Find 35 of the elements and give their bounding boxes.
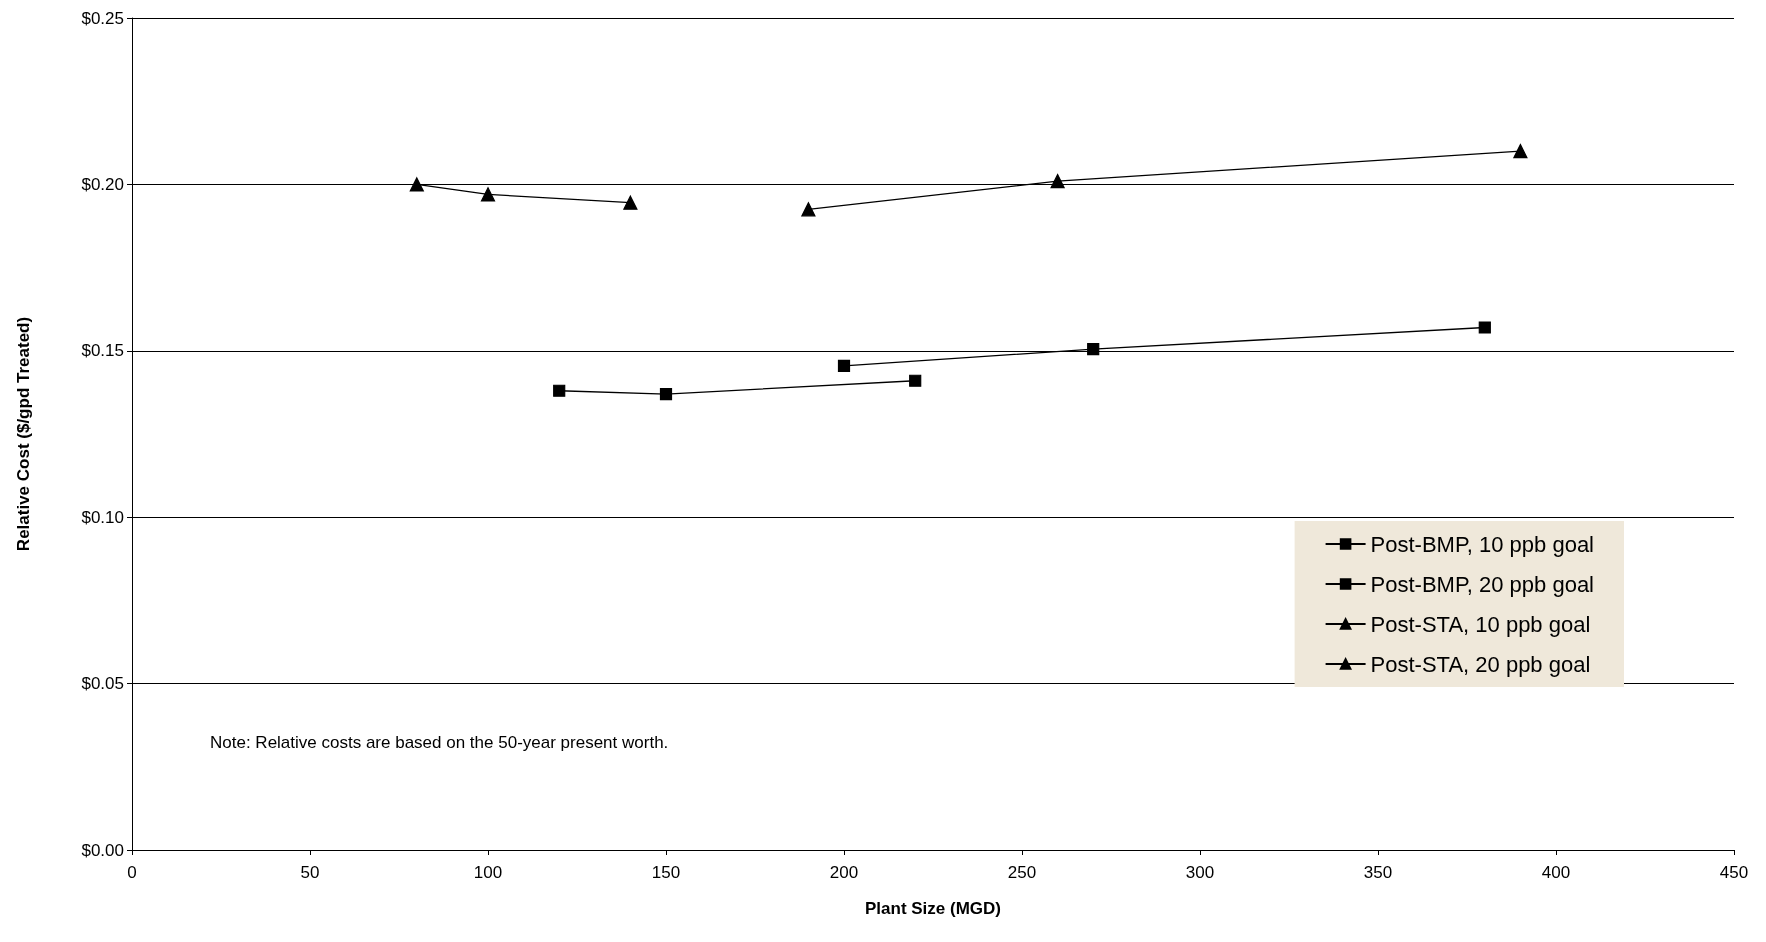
point — [801, 202, 816, 217]
point — [409, 177, 424, 192]
x-tick-label: 450 — [1719, 863, 1749, 882]
point — [1087, 343, 1100, 356]
point — [1050, 173, 1065, 189]
y-tick-label: $0.10 — [81, 507, 124, 527]
point — [1513, 144, 1528, 159]
legend-label: Post-STA, 10 ppb goal — [1370, 611, 1591, 637]
legend-label: Post-STA, 20 ppb goal — [1370, 651, 1591, 677]
point — [1478, 321, 1491, 334]
x-tick-label: 250 — [1007, 863, 1037, 882]
point — [659, 387, 673, 401]
point — [480, 187, 496, 202]
x-axis-title: Plant Size (MGD) — [864, 899, 1002, 918]
point — [623, 195, 638, 210]
legend-label: Post-BMP, 10 ppb goal — [1370, 531, 1594, 557]
y-tick-label: $0.20 — [81, 174, 124, 194]
y-tick-label: $0.05 — [81, 674, 124, 694]
annotation: Note: Relative costs are based on the 50-year present worth. — [210, 733, 669, 752]
x-tick-label: 50 — [300, 863, 320, 882]
x-tick-label: 100 — [473, 863, 503, 882]
x-tick-label: 400 — [1541, 863, 1571, 882]
y-axis-title: Relative Cost ($/gpd Treated) — [14, 316, 33, 552]
y-tick-label: $0.15 — [81, 341, 124, 361]
point — [553, 384, 566, 397]
point — [909, 374, 922, 387]
x-tick-label: 200 — [829, 863, 859, 882]
point — [837, 359, 851, 372]
y-tick-label: $0.25 — [81, 8, 124, 28]
x-tick-label: 150 — [651, 863, 681, 882]
legend-label: Post-BMP, 20 ppb goal — [1370, 571, 1594, 597]
x-tick-label: 0 — [127, 863, 137, 882]
x-tick-label: 350 — [1363, 863, 1393, 882]
x-tick-label: 300 — [1185, 863, 1215, 882]
y-tick-label: $0.00 — [81, 840, 124, 860]
